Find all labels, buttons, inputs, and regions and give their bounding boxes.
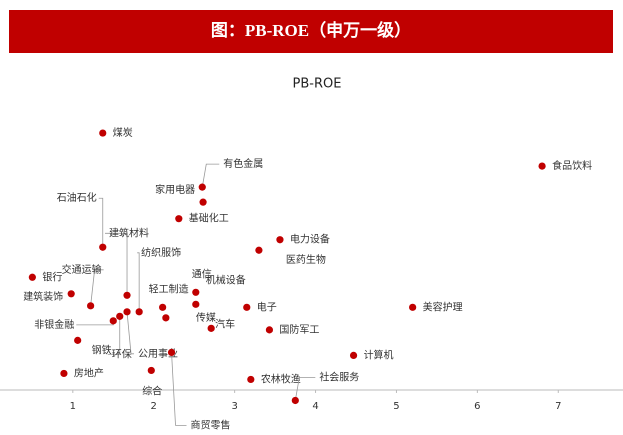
leader-line	[105, 232, 128, 296]
point	[109, 317, 117, 325]
point	[87, 302, 95, 310]
leader-line	[126, 311, 135, 355]
point-label: 通信	[192, 268, 212, 280]
point-label: 计算机	[364, 348, 394, 361]
x-tick-label: 4	[312, 401, 318, 412]
point	[349, 351, 358, 359]
point-label: 美容护理	[423, 300, 463, 313]
leader-line	[171, 352, 187, 426]
point	[276, 236, 284, 244]
x-tick-label: 2	[151, 401, 157, 412]
leader-line	[107, 316, 121, 355]
x-tick-label: 1	[70, 401, 76, 412]
point-label: 非银金融	[34, 318, 74, 331]
point	[198, 183, 206, 191]
point	[199, 198, 207, 206]
point-label: 纺织服饰	[141, 246, 181, 259]
point-label: 农林牧渔	[261, 372, 301, 385]
header-banner	[9, 10, 613, 53]
point-label: 基础化工	[189, 212, 229, 225]
x-tick-label: 7	[555, 401, 561, 412]
point	[409, 303, 417, 311]
point	[175, 215, 183, 223]
point-label: 国防军工	[279, 323, 319, 336]
point-label: 综合	[142, 384, 162, 397]
point	[291, 396, 299, 405]
leader-line	[98, 197, 104, 248]
point-label: 商贸零售	[191, 418, 231, 431]
point	[67, 290, 75, 298]
point	[159, 303, 167, 311]
point	[207, 324, 215, 332]
point	[60, 369, 68, 378]
leader-line	[201, 163, 220, 188]
point	[167, 348, 176, 356]
point-label: 电子	[257, 300, 277, 313]
point	[74, 336, 82, 344]
x-tick-label: 5	[393, 401, 399, 412]
point	[116, 312, 124, 320]
point-label: 石油石化	[57, 191, 97, 204]
point	[99, 243, 107, 251]
point-label: 汽车	[215, 317, 235, 330]
point	[247, 375, 255, 384]
point	[255, 246, 263, 254]
point-label: 机械设备	[206, 273, 246, 286]
point-label: 银行	[42, 270, 62, 283]
point	[265, 326, 274, 334]
leader-line	[137, 252, 140, 312]
point	[28, 273, 36, 281]
point	[192, 300, 200, 308]
point	[135, 308, 143, 316]
point-label: 社会服务	[319, 370, 359, 383]
point-label: 环保	[112, 347, 132, 360]
point-label: 有色金属	[223, 157, 263, 170]
point-label: 交通运输	[62, 263, 102, 276]
point-label: 传媒	[196, 312, 216, 324]
header-title: 图：PB-ROE（申万一级）	[211, 20, 411, 40]
point-label: 钢铁	[92, 343, 112, 356]
leader-line	[76, 320, 114, 326]
leader-line	[294, 377, 316, 401]
point	[243, 303, 251, 311]
point-label: 医药生物	[286, 253, 326, 266]
point-label: 食品饮料	[552, 159, 592, 172]
point	[192, 288, 200, 296]
point	[162, 314, 170, 322]
x-tick-label: 6	[474, 401, 480, 412]
point-label: 房地产	[74, 366, 104, 379]
leader-line	[90, 269, 104, 306]
point-label: 建筑装饰	[23, 290, 63, 303]
point	[99, 129, 107, 137]
x-tick-label: 3	[231, 401, 237, 412]
point-label: 电力设备	[290, 233, 330, 246]
point-label: 公用事业	[138, 347, 178, 360]
point	[538, 162, 546, 170]
point	[123, 291, 131, 299]
point-label: 家用电器	[155, 183, 195, 196]
point-label: 煤炭	[113, 126, 133, 139]
point-label: 轻工制造	[149, 282, 189, 295]
point	[123, 308, 131, 316]
chart-title: PB-ROE	[293, 77, 342, 92]
point-label: 建筑材料	[109, 226, 149, 239]
point	[147, 366, 155, 375]
